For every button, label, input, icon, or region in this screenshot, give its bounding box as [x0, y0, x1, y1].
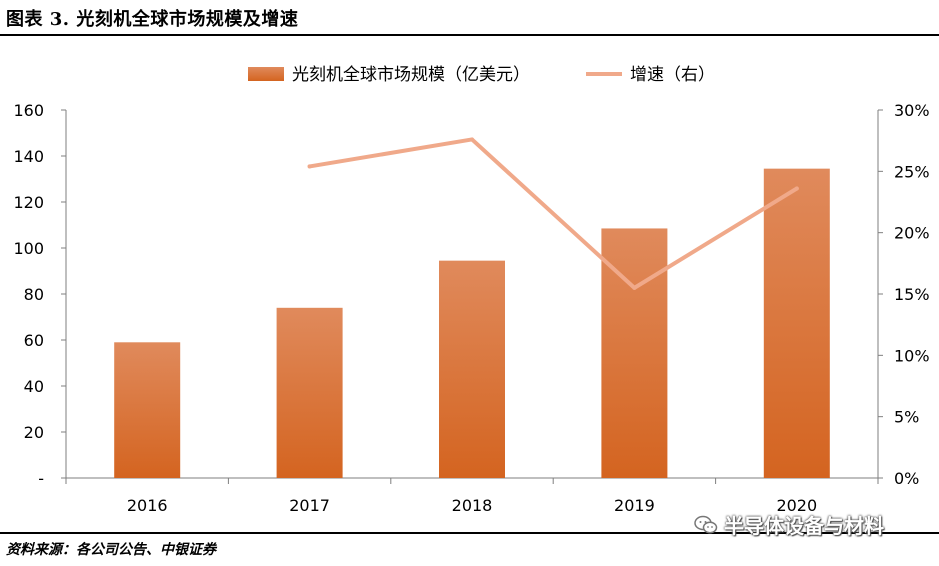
legend-swatch-bar	[248, 67, 284, 81]
y-left-tick-label: 40	[24, 377, 44, 396]
bar-2017	[276, 307, 343, 478]
x-tick-label: 2018	[452, 496, 493, 515]
legend: 光刻机全球市场规模（亿美元） 增速（右）	[248, 65, 715, 85]
y-right-tick-label: 10%	[894, 346, 930, 365]
header-rule	[0, 34, 939, 36]
bar-2020	[763, 168, 830, 478]
figure-header: 图表 3. 光刻机全球市场规模及增速	[0, 0, 939, 36]
y-left-tick-label: 120	[13, 193, 44, 212]
y-right-tick-label: 0%	[894, 469, 919, 488]
y-left-tick-label: 80	[24, 285, 44, 304]
x-tick-label: 2020	[776, 496, 817, 515]
y-right-tick-label: 30%	[894, 101, 930, 120]
footer-rule	[0, 532, 939, 534]
bar-2018	[439, 260, 505, 478]
figure-title: 图表 3. 光刻机全球市场规模及增速	[6, 9, 299, 30]
growth-line-path	[307, 137, 799, 290]
legend-label-line: 增速（右）	[630, 65, 715, 85]
y-right-tick-label: 15%	[894, 285, 930, 304]
growth-line	[307, 137, 799, 290]
y-left-tick-label: 140	[13, 147, 44, 166]
legend-label-bar: 光刻机全球市场规模（亿美元）	[292, 65, 530, 85]
y-right-tick-label: 25%	[894, 162, 930, 181]
growth-point-2018	[470, 137, 474, 142]
x-tick-label: 2019	[614, 496, 655, 515]
y-left-tick-label: 100	[13, 239, 44, 258]
bar-2016	[114, 342, 181, 478]
watermark: 半导体设备与材料	[694, 510, 884, 539]
growth-point-2020	[794, 186, 799, 191]
y-right-tick-label: 5%	[894, 408, 919, 427]
growth-point-2019	[632, 285, 637, 290]
chart-svg: 光刻机全球市场规模（亿美元） 增速（右） - 20 40 60 80 100 120 140 1…	[13, 65, 929, 515]
growth-point-2017	[307, 164, 312, 169]
y-right-tick-label: 20%	[894, 224, 930, 243]
bars	[114, 168, 830, 478]
x-tick-label: 2016	[127, 496, 168, 515]
y-left-tick-label: 60	[24, 331, 44, 350]
x-tick-label: 2017	[289, 496, 330, 515]
y-left-tick-label: -	[38, 469, 44, 488]
wechat-icon	[694, 515, 718, 533]
watermark-text: 半导体设备与材料	[724, 514, 884, 538]
source-note: 资料来源：各公司公告、中银证券	[6, 542, 216, 558]
chart-area: 光刻机全球市场规模（亿美元） 增速（右） - 20 40 60 80 100 120 140 1…	[0, 40, 939, 530]
y-left-tick-label: 20	[24, 423, 44, 442]
axes: - 20 40 60 80 100 120 140 160 0% 5% 10% 15% 20% 25% 30%…	[13, 101, 929, 515]
y-left-tick-label: 160	[13, 101, 44, 120]
